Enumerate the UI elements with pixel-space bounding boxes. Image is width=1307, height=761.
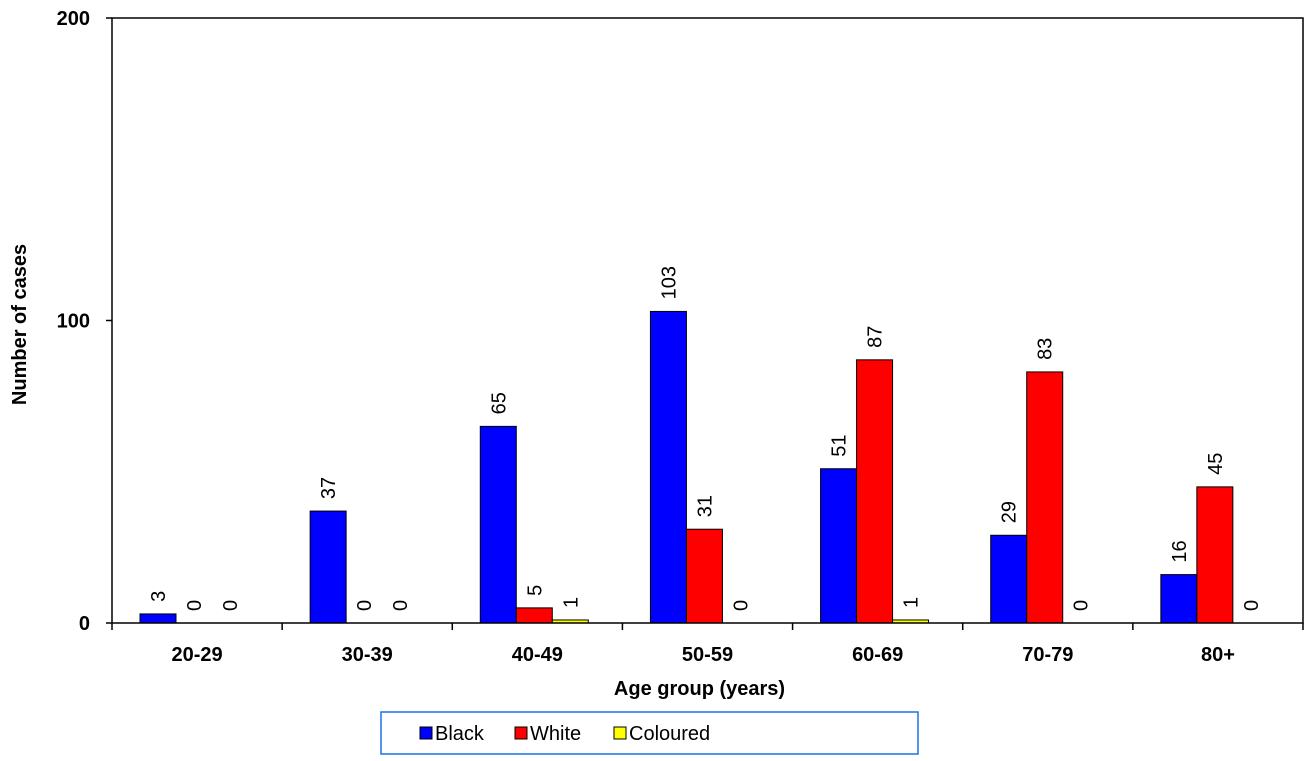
data-label: 103	[658, 266, 680, 299]
legend-swatch-coloured	[613, 726, 627, 740]
bar-white-40-49	[515, 607, 553, 624]
data-label: 16	[1169, 540, 1191, 562]
bar-white-80+	[1196, 486, 1234, 624]
data-label: 65	[488, 392, 510, 414]
y-tick-label: 0	[79, 613, 90, 635]
data-label: 5	[524, 585, 546, 596]
bar-black-30-39	[309, 510, 347, 624]
legend-swatch-black	[419, 726, 433, 740]
x-tick-label: 20-29	[171, 644, 222, 666]
y-axis-title: Number of cases	[9, 244, 31, 405]
data-label: 1	[560, 597, 582, 608]
data-label: 31	[694, 495, 716, 517]
legend: Black White Coloured	[380, 711, 919, 755]
bar-white-70-79	[1026, 371, 1064, 624]
data-label: 0	[220, 600, 242, 611]
x-tick-label: 60-69	[852, 644, 903, 666]
data-label: 51	[829, 434, 851, 456]
data-label: 83	[1035, 338, 1057, 360]
data-label: 45	[1205, 453, 1227, 475]
data-label: 37	[318, 477, 340, 499]
bar-black-60-69	[820, 468, 858, 624]
data-label: 1	[901, 597, 923, 608]
data-label: 3	[148, 591, 170, 602]
data-label: 0	[184, 600, 206, 611]
x-tick-label: 80+	[1201, 644, 1235, 666]
x-tick-label: 70-79	[1022, 644, 1073, 666]
data-label: 0	[390, 600, 412, 611]
x-axis-title: Age group (years)	[614, 678, 785, 700]
x-tick-label: 50-59	[682, 644, 733, 666]
data-label: 0	[1241, 600, 1263, 611]
legend-label-black: Black	[435, 723, 485, 745]
bar-white-50-59	[685, 528, 723, 624]
x-tick-label: 40-49	[512, 644, 563, 666]
bar-black-20-29	[139, 613, 177, 624]
y-tick-label: 100	[57, 311, 90, 333]
bar-black-40-49	[479, 425, 517, 624]
legend-label-white: White	[530, 723, 581, 745]
legend-label-coloured: Coloured	[629, 723, 710, 745]
data-label: 0	[1071, 600, 1093, 611]
data-label: 29	[999, 501, 1021, 523]
y-tick-label: 200	[57, 8, 90, 30]
bar-black-50-59	[649, 310, 687, 624]
legend-box	[380, 711, 919, 755]
bar-white-60-69	[856, 359, 894, 624]
bar-black-80+	[1160, 574, 1198, 624]
data-label: 87	[865, 326, 887, 348]
x-tick-label: 30-39	[342, 644, 393, 666]
legend-swatch-white	[514, 726, 528, 740]
data-label: 0	[354, 600, 376, 611]
bar-black-70-79	[990, 534, 1028, 624]
data-label: 0	[730, 600, 752, 611]
